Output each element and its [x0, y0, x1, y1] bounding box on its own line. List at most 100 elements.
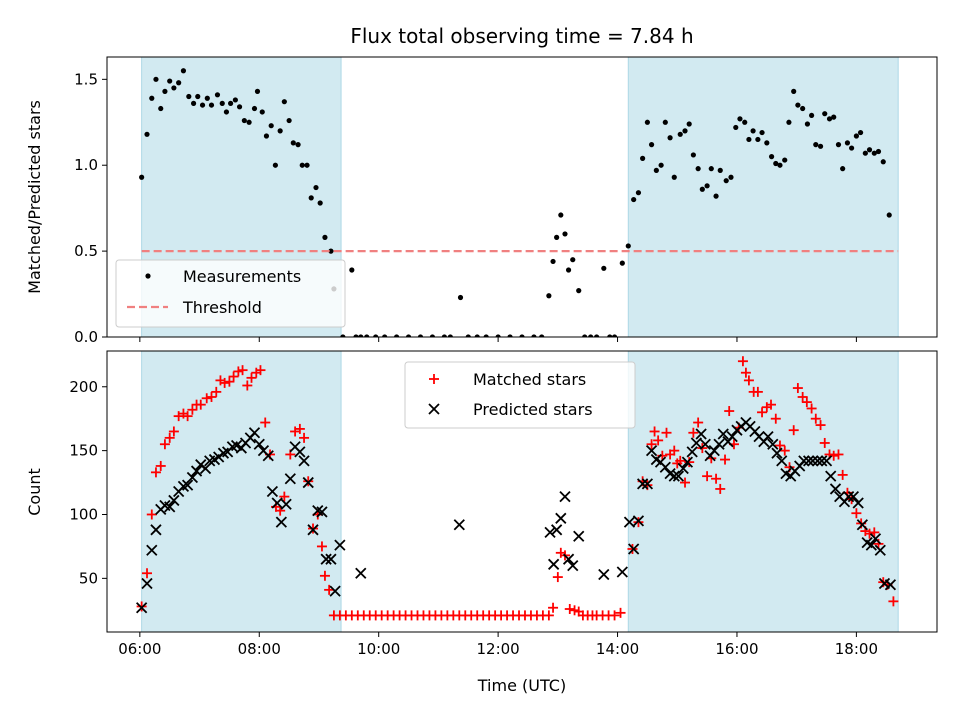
data-point: [588, 334, 594, 337]
y-axis-label: Count: [25, 468, 44, 516]
x-b: [807, 455, 819, 467]
data-point: [358, 334, 364, 337]
data-point: [742, 119, 748, 125]
y-axis-label: Matched/Predicted stars: [25, 100, 44, 294]
data-point: [852, 497, 864, 509]
data-point: [713, 193, 719, 199]
x-b: [298, 455, 310, 467]
data-point: [791, 88, 797, 94]
data-point: [688, 427, 699, 438]
data-point: [457, 294, 464, 301]
data-point: [695, 428, 707, 440]
data-point: [667, 135, 673, 141]
data-point: [550, 258, 556, 265]
data-point: [792, 383, 803, 394]
data-point: [241, 117, 247, 124]
data-point: [262, 450, 274, 462]
data-point: [774, 440, 785, 451]
data-point: [570, 257, 576, 263]
x-b: [664, 467, 676, 480]
legend-label-predicted: Predicted stars: [473, 400, 593, 419]
data-point: [228, 371, 239, 382]
series-predicted-stars: [135, 416, 897, 614]
data-point: [417, 334, 424, 337]
data-point: [544, 526, 556, 539]
data-point: [829, 483, 842, 495]
x-b: [713, 438, 725, 450]
data-point: [158, 105, 164, 112]
data-point: [847, 490, 860, 503]
data-point: [757, 407, 768, 418]
data-point: [801, 397, 812, 408]
data-point: [857, 129, 864, 136]
x-b: [767, 438, 779, 450]
data-point: [680, 477, 691, 488]
data-point: [690, 152, 696, 158]
data-point: [199, 462, 212, 475]
data-point: [543, 610, 554, 621]
data-point: [219, 377, 230, 388]
x-b: [316, 506, 328, 518]
x-b: [325, 553, 337, 565]
data-point: [465, 334, 471, 337]
data-point: [662, 119, 668, 125]
data-point: [668, 470, 680, 482]
legend: Matched stars Predicted stars: [404, 361, 636, 429]
data-point: [767, 438, 779, 450]
data-point: [259, 109, 265, 115]
x-b: [645, 444, 658, 457]
x-b: [623, 516, 636, 528]
data-point: [720, 454, 731, 465]
y-tick-label: 200: [69, 378, 98, 396]
data-point: [631, 196, 637, 203]
x-b: [878, 577, 891, 590]
data-point: [211, 386, 222, 397]
x-tick-label: 14:00: [596, 640, 639, 658]
x-b: [856, 519, 868, 531]
data-point: [653, 167, 659, 173]
y-tick-label: 1.5: [74, 70, 98, 88]
data-point: [180, 68, 187, 74]
data-point: [817, 143, 824, 149]
data-point: [764, 140, 770, 146]
data-point: [562, 553, 575, 565]
data-point: [699, 438, 711, 450]
data-point: [277, 128, 283, 134]
data-point: [204, 95, 210, 101]
data-point: [237, 365, 248, 376]
data-point: [806, 403, 817, 414]
data-point: [149, 95, 155, 101]
data-point: [565, 267, 572, 273]
data-point: [677, 462, 689, 475]
legend-marker-matched: [429, 374, 439, 384]
data-point: [340, 334, 346, 337]
data-point: [743, 375, 754, 386]
data-point: [325, 553, 337, 565]
data-point: [619, 260, 625, 266]
data-point: [681, 456, 694, 468]
data-point: [308, 523, 319, 534]
legend-label-matched: Matched stars: [473, 370, 586, 389]
data-point: [219, 100, 225, 106]
data-point: [199, 102, 206, 108]
data-point: [307, 524, 319, 536]
data-point: [871, 150, 877, 156]
data-point: [800, 105, 806, 112]
x-b: [668, 470, 680, 482]
data-point: [168, 494, 180, 507]
series-measurements: [139, 68, 892, 337]
data-point: [304, 162, 310, 168]
data-point: [695, 166, 701, 172]
data-point: [759, 129, 765, 136]
x-tick-label: 12:00: [476, 640, 519, 658]
data-point: [299, 162, 305, 168]
data-point: [206, 391, 217, 402]
data-point: [284, 473, 296, 485]
legend-label-threshold: Threshold: [182, 298, 262, 317]
shaded-interval-2: [627, 57, 899, 337]
x-b: [771, 447, 783, 459]
x-b: [262, 450, 274, 462]
data-point: [713, 438, 725, 450]
data-point: [146, 544, 158, 556]
